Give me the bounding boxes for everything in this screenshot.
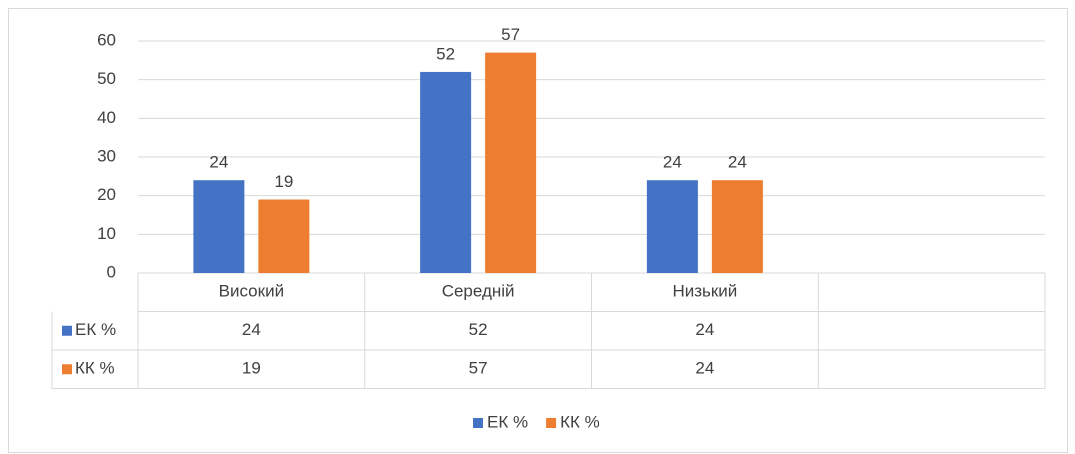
y-tick-label: 0 [107,262,116,281]
legend-key [546,418,557,428]
legend-label: КК % [560,412,600,431]
table-legend-key [62,325,72,336]
table-series-name: КК % [75,359,115,378]
data-label: 24 [728,153,747,172]
table-cell: 24 [695,359,714,378]
bar [646,180,698,273]
data-label: 24 [209,153,228,172]
data-label: 57 [501,25,520,44]
y-tick-label: 30 [97,146,116,165]
table-cell: 24 [695,320,714,339]
bar [485,52,537,273]
y-tick-label: 20 [97,185,116,204]
y-tick-label: 40 [97,108,116,127]
bar [420,71,472,273]
bar [193,180,245,273]
x-tick-label: Високий [219,282,284,301]
legend-key [473,418,483,428]
x-tick-label: Низький [672,282,737,301]
bar [711,180,763,273]
data-label: 52 [436,44,455,63]
table-series-name: ЕК % [75,320,116,339]
bar [258,199,310,273]
legend-label: ЕК % [487,412,528,431]
table-cell: 19 [242,359,261,378]
y-tick-label: 60 [97,30,116,49]
table-legend-key [62,364,72,375]
y-tick-label: 50 [97,69,116,88]
data-label: 19 [274,172,293,191]
chart-border [8,8,1068,453]
table-cell: 57 [469,359,488,378]
x-tick-label: Середній [442,282,515,301]
y-tick-label: 10 [97,224,116,243]
data-label: 24 [663,153,682,172]
table-cell: 24 [242,320,261,339]
table-cell: 52 [469,320,488,339]
